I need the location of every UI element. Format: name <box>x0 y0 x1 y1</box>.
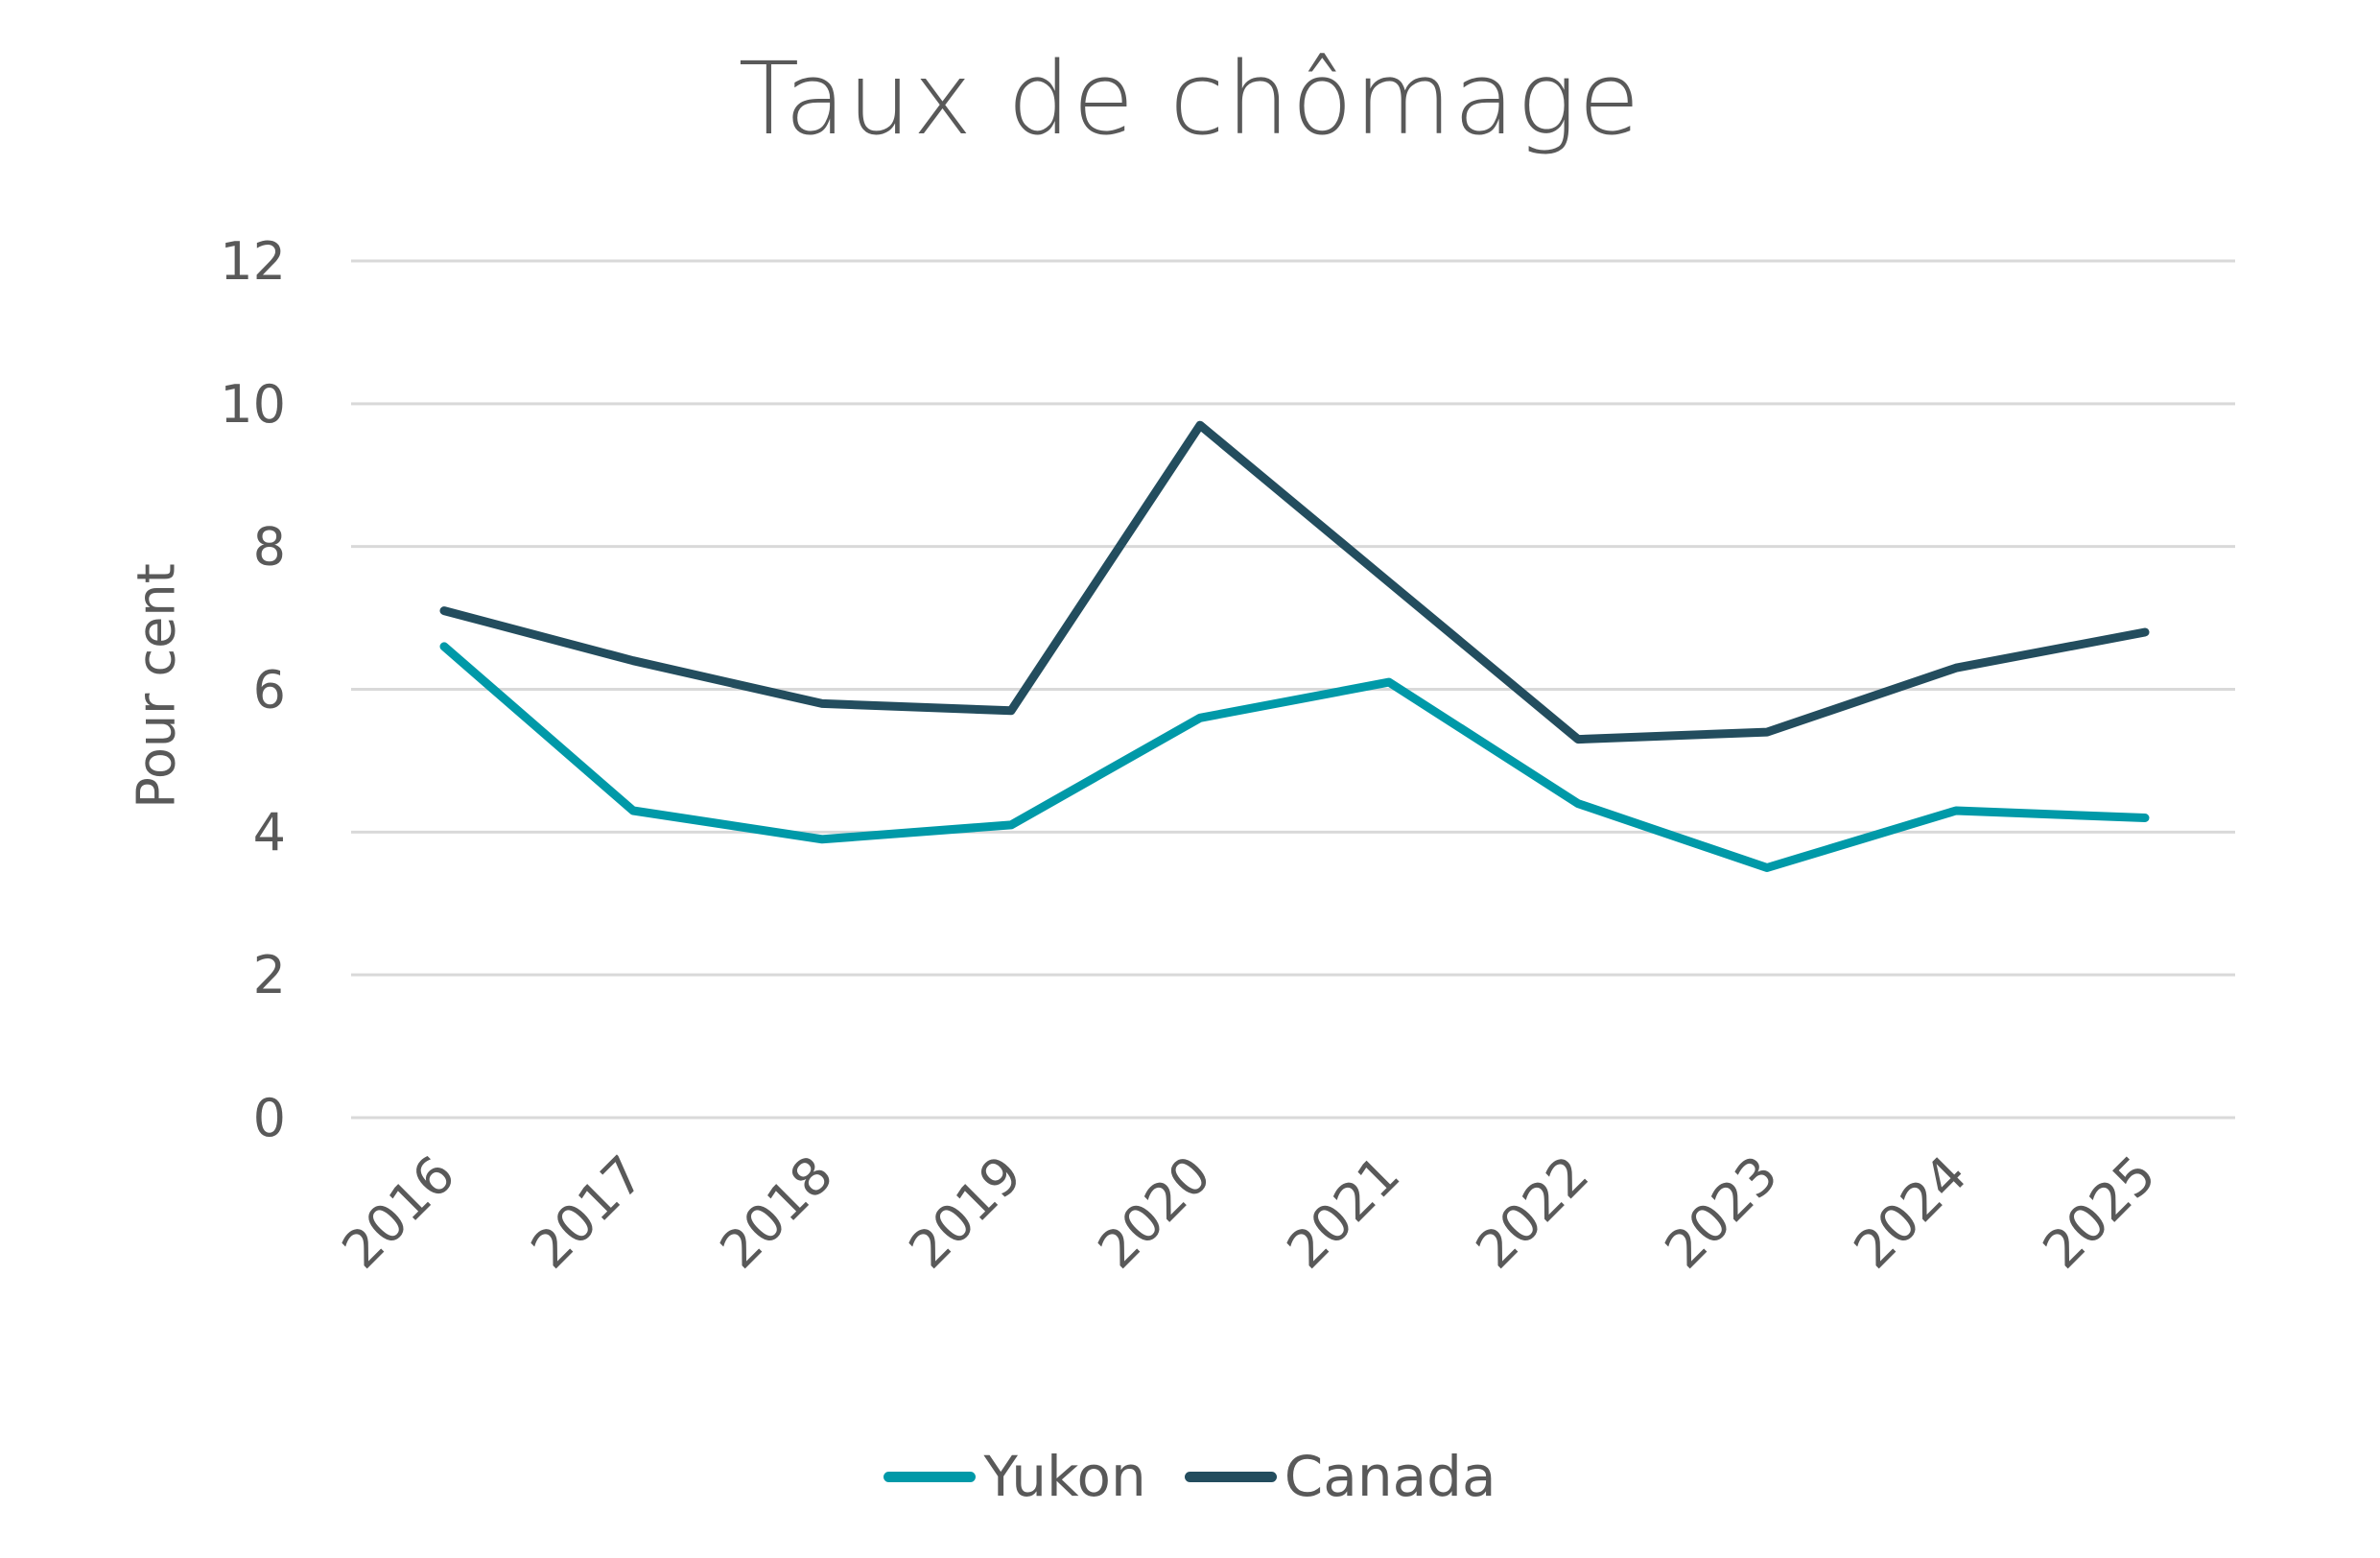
legend-line-icon <box>884 1471 977 1482</box>
y-tick-label: 10 <box>220 374 286 435</box>
x-tick-label: 2018 <box>708 1145 844 1281</box>
y-tick-label: 8 <box>253 517 286 578</box>
x-tick-label: 2016 <box>330 1145 466 1281</box>
legend-item-yukon: Yukon <box>884 1444 1146 1509</box>
y-tick-label: 12 <box>220 231 286 292</box>
legend: Yukon Canada <box>0 1444 2380 1509</box>
series-lines <box>439 420 2150 872</box>
x-tick-label: 2023 <box>1653 1145 1789 1281</box>
x-tick-label: 2021 <box>1275 1145 1411 1281</box>
chart-title: Taux de chômage <box>738 40 1642 157</box>
gridlines <box>351 259 2235 1120</box>
series-line-yukon <box>439 642 2150 872</box>
y-tick-label: 2 <box>253 945 286 1005</box>
y-axis-ticks: 0 2 4 6 8 10 12 <box>220 231 286 1148</box>
x-tick-label: 2025 <box>2031 1145 2167 1281</box>
series-line-canada <box>439 420 2150 744</box>
x-tick-label: 2017 <box>519 1145 655 1281</box>
x-tick-label: 2019 <box>897 1145 1033 1281</box>
x-tick-label: 2020 <box>1086 1145 1222 1281</box>
legend-item-canada: Canada <box>1184 1444 1496 1509</box>
x-tick-label: 2022 <box>1464 1145 1600 1281</box>
y-tick-label: 0 <box>253 1088 286 1148</box>
x-tick-label: 2024 <box>1842 1145 1978 1281</box>
legend-label: Canada <box>1284 1444 1496 1509</box>
x-axis-ticks: 2016 2017 2018 2019 2020 2021 2022 2023 2024 2025 <box>330 1145 2167 1281</box>
y-tick-label: 6 <box>253 660 286 720</box>
legend-line-icon <box>1184 1471 1277 1482</box>
legend-label: Yukon <box>983 1444 1146 1509</box>
y-tick-label: 4 <box>253 802 286 862</box>
